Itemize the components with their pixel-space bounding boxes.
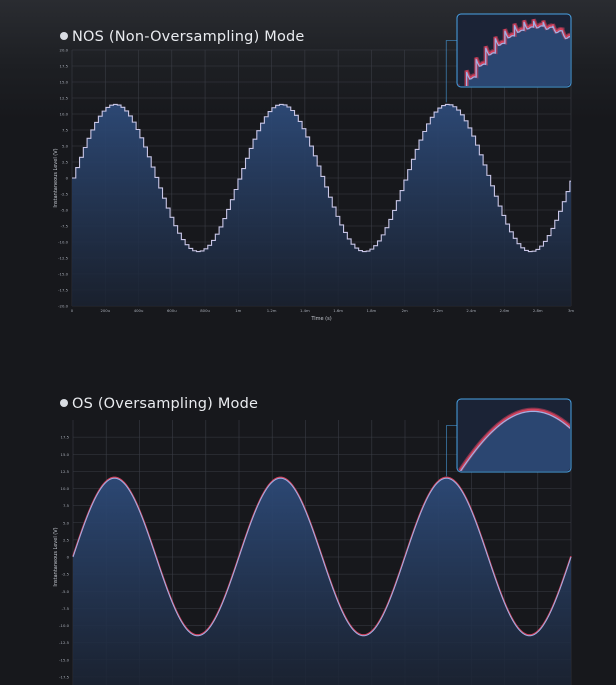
y-tick-label: 7.5 [62,128,69,133]
y-tick-label: 2.5 [63,537,70,542]
y-tick-label: 17.5 [61,435,70,440]
y-tick-label: -17.5 [58,288,68,293]
y-tick-label: 15.0 [60,80,69,85]
os-chart: 17.5 15.0 12.5 10.0 7.5 5.0 2.5 0 -2.5 -5.0 -7.5 -1… [0,345,616,685]
y-tick-label: -12.5 [59,640,69,645]
y-axis-label: Instantaneous Level (V) [53,148,59,207]
y-tick-label: 12.5 [61,469,70,474]
y-tick-label: -20.0 [58,304,68,309]
y-tick-label: -17.5 [59,674,69,679]
y-tick-label: 12.5 [60,96,69,101]
x-tick-label: 600u [167,308,177,313]
x-tick-label: 200u [100,308,110,313]
x-tick-label: 3m [568,308,574,313]
nos-panel: NOS (Non-Oversampling) Mode 20.0 17.5 15.0… [0,0,616,345]
os-panel: OS (Oversampling) Mode 17.5 15.0 12.5 10.0 7… [0,345,616,685]
y-tick-label: 15.0 [61,452,70,457]
y-tick-label: -2.5 [61,192,69,197]
y-tick-label: 5.0 [63,520,70,525]
x-tick-label: 1.4m [300,308,310,313]
y-tick-label: 0 [66,176,69,181]
y-tick-label: 0 [67,555,70,560]
y-tick-label: -10.0 [59,623,69,628]
y-tick-label: -15.0 [59,657,69,662]
y-axis-label: Instantaneous Level (V) [53,527,59,586]
x-tick-label: 1m [235,308,241,313]
y-tick-label: 10.0 [61,486,70,491]
y-tick-label: 7.5 [63,503,70,508]
x-tick-label: 800u [200,308,210,313]
x-tick-label: 2.6m [500,308,510,313]
x-tick-label: 2.4m [466,308,476,313]
y-tick-label: -7.5 [62,606,70,611]
y-tick-label: -15.0 [58,272,68,277]
y-tick-label: -7.5 [61,224,69,229]
x-tick-label: 400u [134,308,144,313]
y-tick-label: 10.0 [60,112,69,117]
y-tick-label: -5.0 [61,208,69,213]
y-tick-label: -5.0 [62,589,70,594]
y-tick-label: 17.5 [60,64,69,69]
x-tick-label: 1.8m [367,308,377,313]
nos-chart: 20.0 17.5 15.0 12.5 10.0 7.5 5.0 2.5 0 -2.5 -5.0 -7… [0,0,616,345]
area-fill [72,104,571,306]
y-tick-label: 2.5 [62,160,69,165]
x-axis-label: Time (s) [310,316,331,322]
y-tick-label: 5.0 [62,144,69,149]
x-tick-label: 2m [402,308,408,313]
x-tick-label: 0 [71,308,74,313]
inset-connector [447,426,458,477]
y-tick-label: -12.5 [58,256,68,261]
x-tick-label: 1.6m [333,308,343,313]
x-tick-label: 1.2m [267,308,277,313]
y-tick-label: -10.0 [58,240,68,245]
y-tick-label: -2.5 [62,572,70,577]
y-tick-label: 20.0 [60,48,69,53]
x-tick-label: 2.8m [533,308,543,313]
x-tick-label: 2.2m [433,308,443,313]
